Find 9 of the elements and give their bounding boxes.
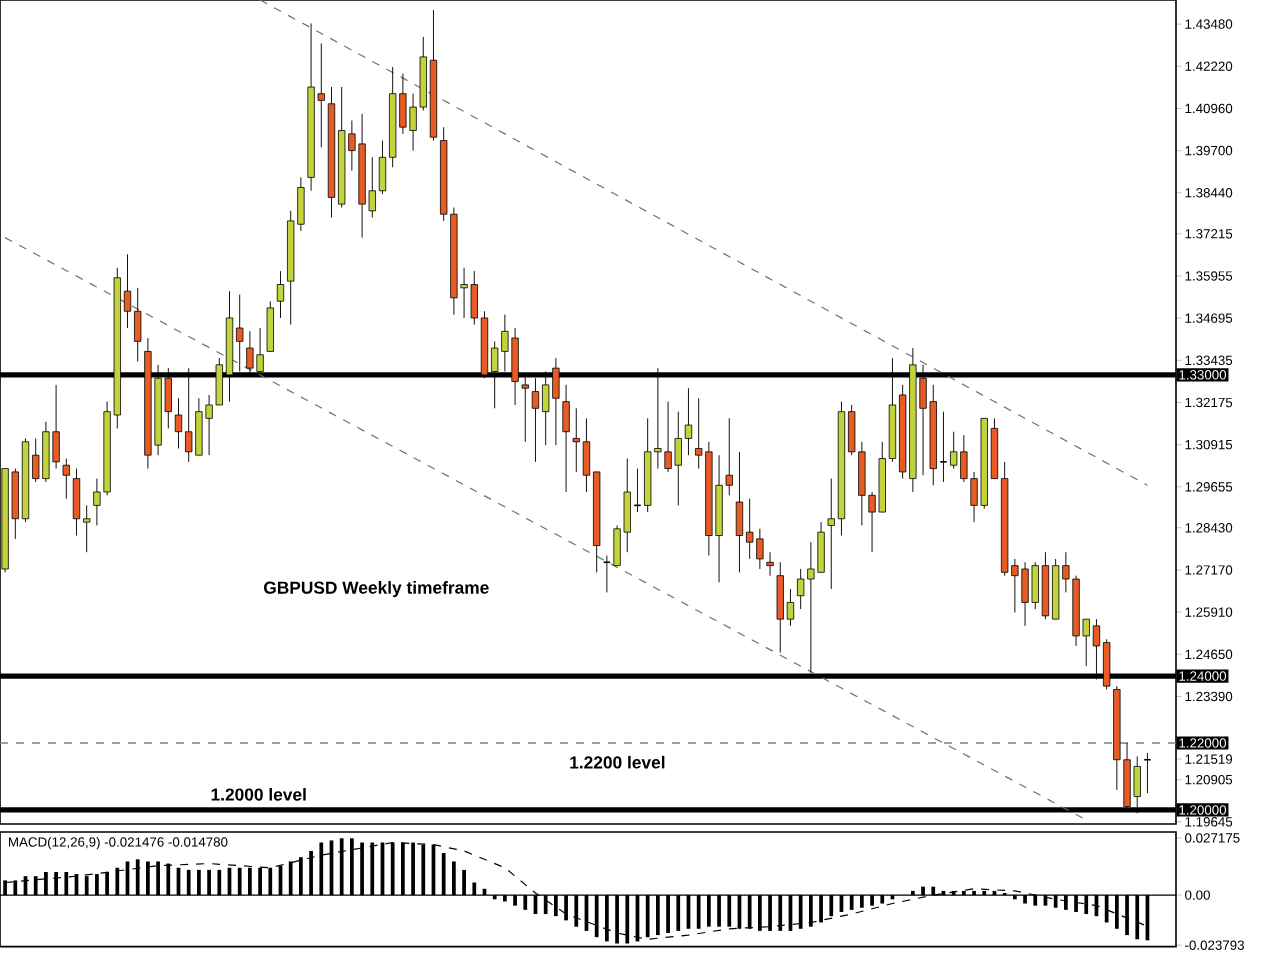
annotation: 1.2000 level — [211, 787, 306, 801]
candlestick — [266, 300, 274, 352]
annotation: 1.2200 level — [570, 755, 665, 769]
annotation: GBPUSD Weekly timeframe — [264, 581, 489, 598]
candlestick — [766, 551, 774, 577]
candlestick — [62, 458, 70, 500]
candlestick — [1143, 752, 1152, 794]
candlestick — [276, 270, 285, 319]
candlestick — [562, 384, 570, 493]
